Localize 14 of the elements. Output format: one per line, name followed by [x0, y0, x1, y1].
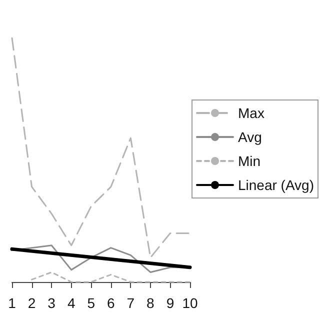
x-tick-label: 9 — [166, 295, 174, 311]
legend-label: Max — [238, 105, 264, 121]
x-tick-label: 2 — [28, 295, 36, 311]
legend-label: Avg — [238, 129, 262, 145]
x-tick-label: 6 — [106, 295, 115, 311]
legend-label: Linear (Avg) — [238, 177, 314, 193]
x-tick-label: 8 — [146, 295, 155, 311]
legend-label: Min — [238, 153, 261, 169]
x-tick-label: 4 — [67, 295, 76, 311]
x-tick-label: 5 — [87, 295, 96, 311]
x-tick-label: 1 — [8, 295, 16, 311]
x-tick-label: 10 — [182, 295, 198, 311]
x-tick-label: 3 — [48, 295, 56, 311]
x-tick-label: 7 — [126, 295, 135, 311]
